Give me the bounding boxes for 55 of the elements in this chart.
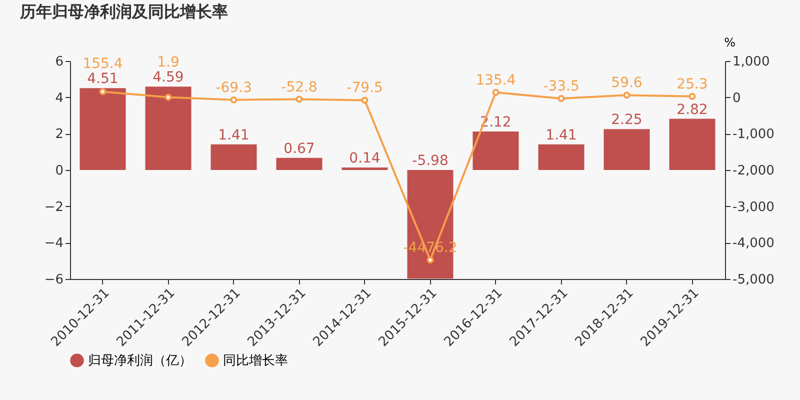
bar: [276, 158, 322, 170]
y-tick-label: 2: [55, 127, 64, 142]
point: [558, 95, 565, 102]
bar: [669, 118, 716, 170]
bar: [342, 167, 388, 170]
bar: [80, 88, 126, 170]
y2-tick-label: -3,000: [732, 200, 774, 215]
y2-tick-label: -2,000: [732, 164, 774, 178]
data-label: 0.14: [349, 150, 380, 166]
data-label: 25.3: [676, 76, 708, 92]
y-tick-label: −2: [44, 200, 64, 215]
bar: [538, 144, 584, 170]
y2-tick-label: -4,000: [732, 236, 774, 252]
data-label: 155.4: [82, 56, 123, 72]
chart-title: 历年归母净利润及同比增长率: [19, 2, 228, 21]
data-label: 59.6: [611, 75, 642, 92]
y-tick-label: −6: [44, 272, 64, 288]
data-label: 1.9: [157, 54, 180, 71]
data-label: 135.4: [476, 72, 516, 88]
y2-tick-label: -1,000: [732, 127, 774, 142]
data-label: -79.5: [346, 80, 383, 96]
point: [296, 96, 303, 103]
point: [623, 92, 630, 99]
data-label: -33.5: [543, 78, 580, 95]
data-label: 1.41: [218, 127, 250, 144]
bar: [145, 86, 192, 170]
y-tick-label: −4: [44, 236, 64, 252]
y2-tick-label: -5,000: [732, 272, 774, 288]
data-label: 2.25: [611, 112, 642, 128]
point: [426, 256, 434, 264]
point: [164, 94, 172, 101]
data-label: 4.51: [87, 71, 118, 88]
data-label: 2.82: [676, 102, 708, 118]
data-label: -69.3: [216, 80, 252, 96]
point: [361, 96, 368, 104]
data-label: -52.8: [281, 79, 318, 96]
y2-tick-label: 1,000: [732, 54, 770, 70]
point: [688, 92, 696, 100]
y2-tick-label: 0: [732, 90, 741, 106]
y-tick-label: 6: [55, 54, 64, 70]
data-label: -5.98: [412, 153, 448, 169]
point: [492, 88, 500, 96]
bar: [472, 131, 519, 170]
legend-label: 同比增长率: [223, 352, 288, 368]
data-label: 0.67: [284, 140, 315, 157]
point: [230, 96, 238, 104]
y-tick-label: 0: [55, 164, 64, 178]
y-tick-label: 4: [55, 90, 64, 106]
bar: [210, 144, 257, 170]
y2-axis-title: %: [724, 36, 736, 50]
point: [99, 88, 106, 96]
data-label: 4.59: [152, 70, 184, 86]
legend-label: 归母净利润（亿）: [88, 353, 192, 368]
bar: [604, 129, 650, 170]
data-label: 1.41: [546, 127, 577, 144]
